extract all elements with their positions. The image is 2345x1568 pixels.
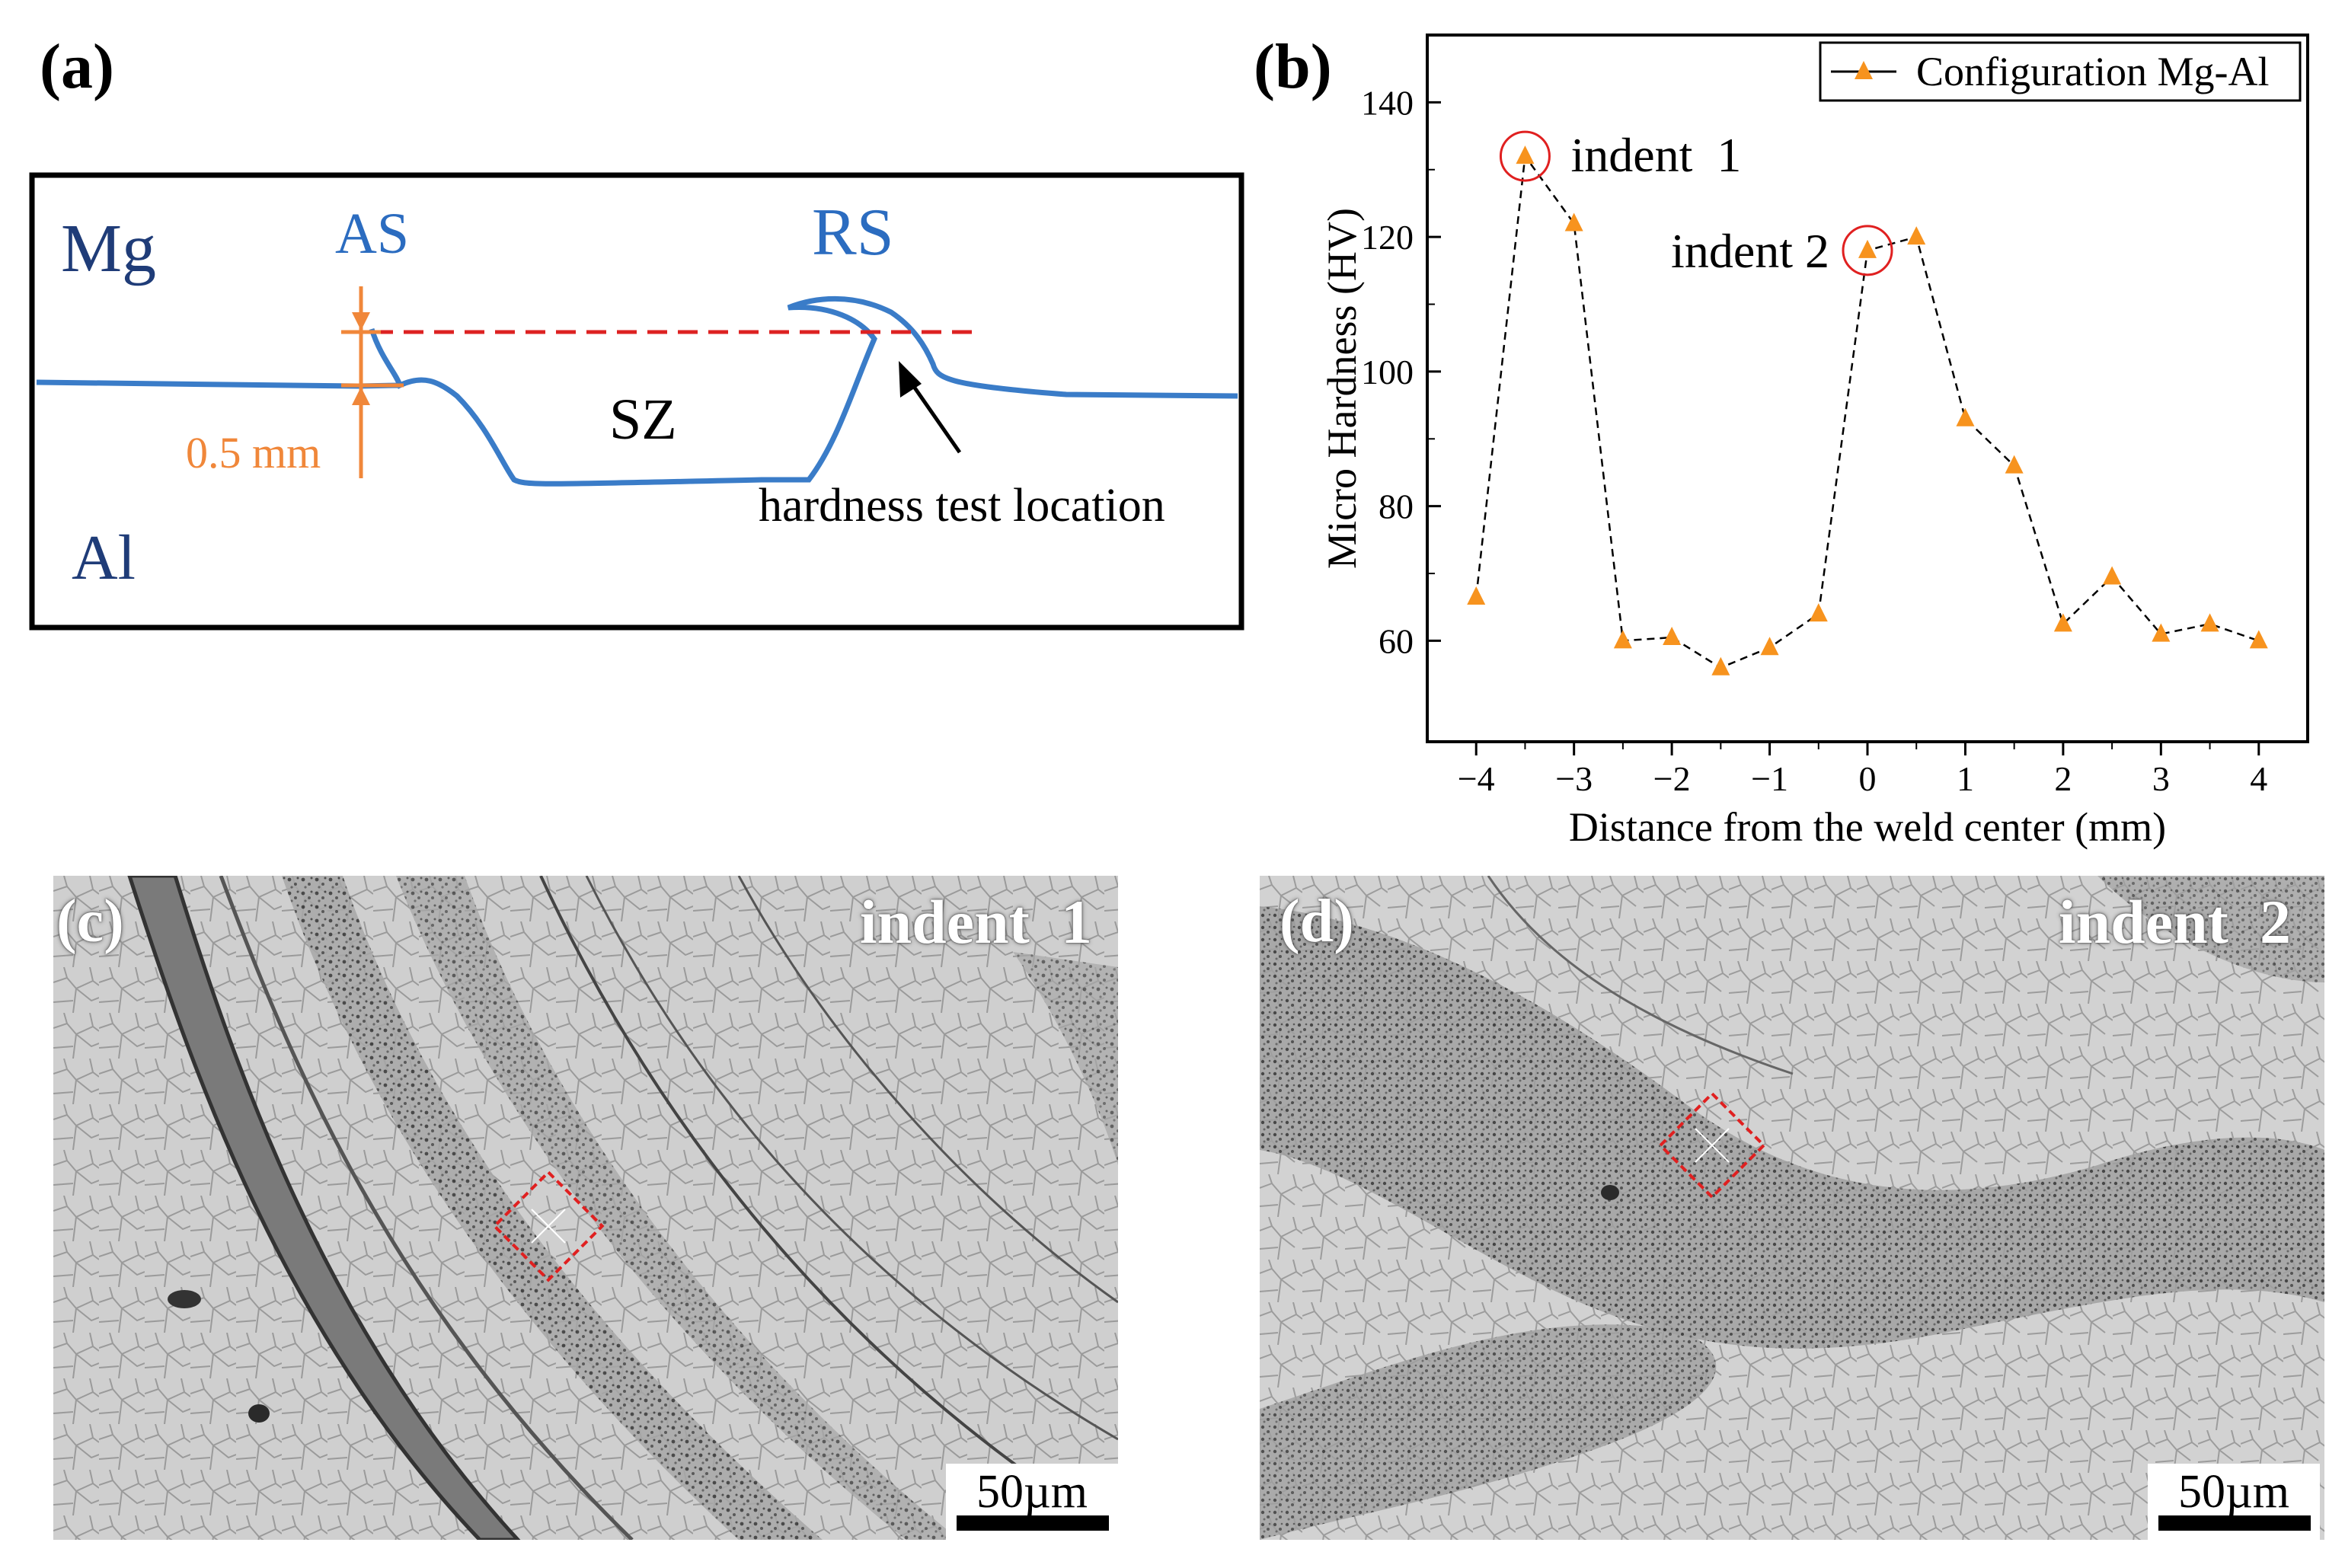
y-axis-label: Micro Hardness (HV) [1319,208,1365,569]
x-axis-label: Distance from the weld center (mm) [1569,804,2166,850]
dimension-arrow-top [352,312,370,331]
scale-bar-d-text: 50µm [2178,1466,2289,1518]
annotation-circle [1499,130,1551,182]
panel-d-label: (d) [1280,888,1354,955]
indent-2-marker [1658,1091,1766,1199]
legend-box [1819,41,2302,102]
y-tick-label: 140 [1361,83,1414,122]
y-tick-label: 80 [1379,487,1414,526]
data-point-marker [1858,239,1877,258]
series-line [1474,153,2260,669]
data-point-marker [1809,603,1828,622]
label-al: Al [72,522,136,593]
indent-2-label: indent 2 [2058,887,2291,956]
annotation-label: indent 1 [1570,128,1741,182]
data-point-marker [1663,627,1682,646]
x-tick-label: 4 [2250,759,2267,798]
panel-b-label: (b) [1254,31,1332,102]
legend-label: Configuration Mg-Al [1916,49,2269,94]
scale-bar-c: 50µm [946,1464,1118,1540]
scale-bar-c-line [957,1515,1109,1531]
label-sz: SZ [609,388,677,452]
weld-schematic: Mg AS RS SZ Al 0.5 mm hardness test loca… [29,172,1244,631]
data-point-marker [2200,613,2219,632]
x-tick-label: 3 [2152,759,2170,798]
panel-c-label: (c) [56,888,124,955]
scale-bar-d: 50µm [2148,1464,2320,1540]
x-tick-label: 2 [2054,759,2072,798]
micrograph-indent-1: (c) indent 1 50µm [53,876,1118,1540]
dimension-arrow-bottom [352,387,370,405]
x-tick-label: 1 [1957,759,1974,798]
x-tick-label: −2 [1653,759,1691,798]
data-point-marker [1467,586,1486,605]
data-point-marker [1760,637,1779,656]
data-point-marker [1613,630,1632,649]
pointer-arrow-shaft [909,381,962,454]
data-point-marker [1711,656,1730,675]
legend-marker [1855,61,1873,79]
label-hardness-test-location: hardness test location [759,480,1165,532]
hardness-chart: 60 80 100 120 140 −4 −3 −2 −1 0 1 2 3 4 indent 1 inde… [1319,34,2309,850]
schematic-frame [29,172,1244,631]
pointer-arrow-head [899,361,922,398]
indent-1-marker [492,1170,605,1282]
data-point-marker [1907,226,1926,245]
x-tick-label: −3 [1555,759,1593,798]
data-point-marker [2053,613,2072,632]
scale-bar-d-line [2158,1515,2311,1531]
y-tick-label: 120 [1361,218,1414,257]
data-point-marker [1956,407,1975,426]
y-tick-label: 100 [1361,353,1414,391]
micrograph-indent-2: (d) indent 2 50µm [1260,876,2324,1540]
label-mg: Mg [61,211,156,286]
x-tick-label: 0 [1859,759,1877,798]
annotation-circle [1842,225,1893,276]
data-point-marker [2005,455,2024,474]
data-point-marker [2152,623,2171,642]
indent-1-label: indent 1 [859,887,1092,956]
plot-frame [1426,34,2309,743]
data-point-marker [2103,566,2122,585]
x-tick-label: −1 [1751,759,1788,798]
y-tick-label: 60 [1379,621,1414,660]
label-dimension: 0.5 mm [186,428,321,477]
data-point-marker [1564,212,1583,232]
label-as: AS [335,202,409,266]
scale-bar-c-text: 50µm [976,1466,1088,1518]
annotation-label: indent 2 [1671,224,1829,278]
x-tick-label: −4 [1458,759,1495,798]
panel-a-label: (a) [40,31,114,102]
label-rs: RS [812,196,894,270]
data-point-marker [2249,630,2268,649]
data-point-marker [1516,145,1535,164]
